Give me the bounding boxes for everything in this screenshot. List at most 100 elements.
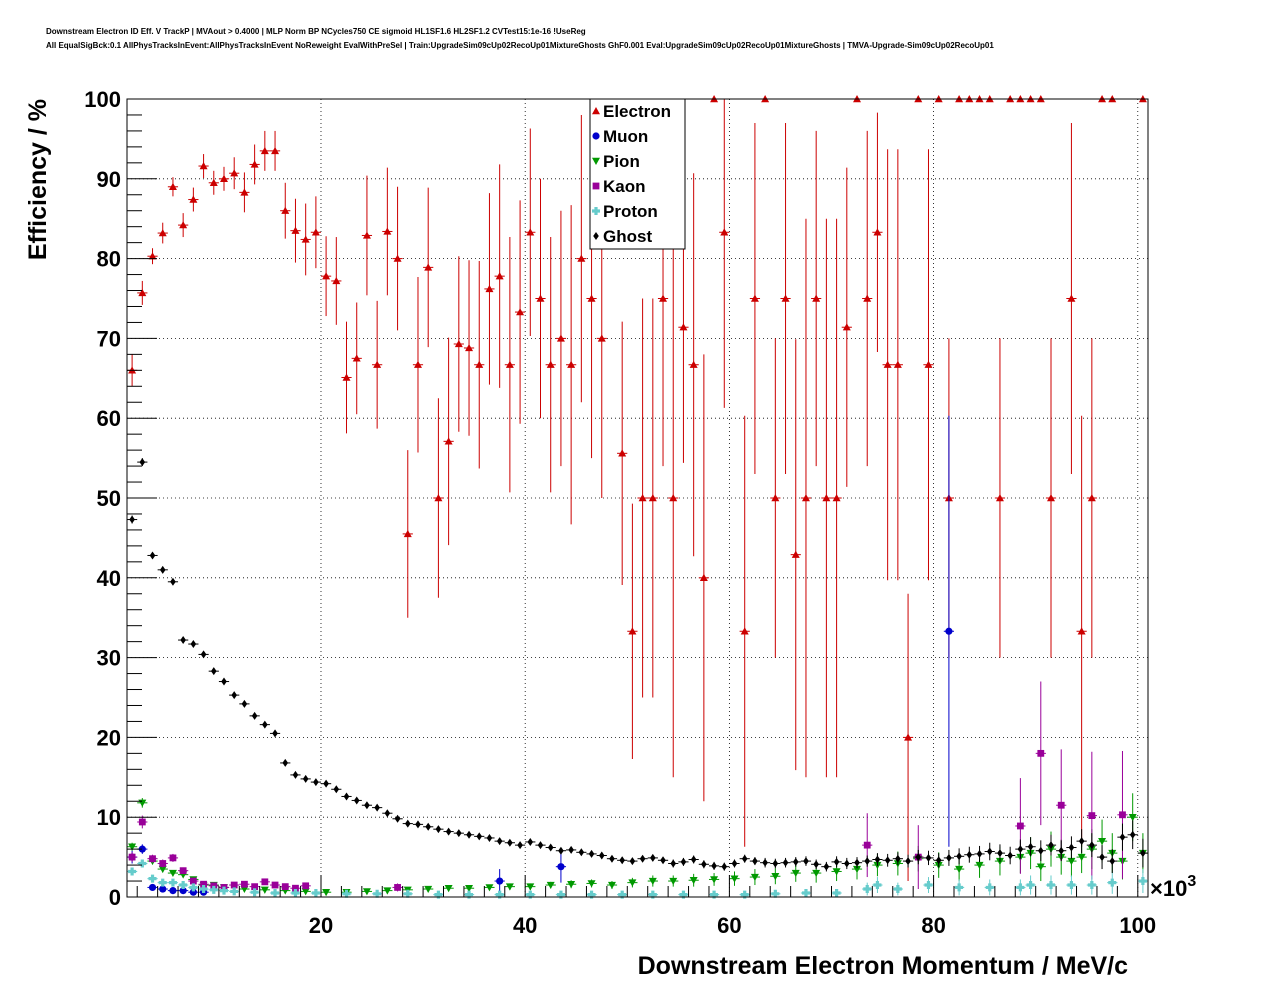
marker	[495, 890, 504, 899]
marker	[904, 733, 913, 741]
point-electron	[831, 218, 842, 778]
legend-label: Muon	[603, 127, 648, 146]
marker	[221, 677, 227, 686]
marker	[475, 360, 484, 368]
point-electron	[862, 130, 873, 467]
marker	[251, 883, 259, 891]
point-electron	[137, 280, 148, 305]
point-pion	[137, 798, 148, 808]
marker	[680, 857, 687, 866]
point-ghost	[484, 833, 495, 842]
point-electron	[841, 167, 852, 487]
marker	[740, 890, 749, 899]
marker	[1128, 814, 1137, 822]
marker	[750, 873, 759, 882]
point-ghost	[974, 845, 985, 862]
marker	[689, 360, 698, 368]
point-ghost	[290, 770, 301, 779]
axis-ticks: 20 40 60 80 100 0 10 20 30 40 50 60 70 80 90 100	[84, 87, 1156, 938]
point-ghost	[1045, 834, 1057, 856]
point-electron	[382, 167, 393, 296]
point-proton	[586, 890, 597, 899]
marker	[434, 890, 443, 899]
point-electron	[1086, 338, 1097, 658]
marker	[792, 857, 799, 866]
marker	[842, 323, 851, 331]
point-ghost	[249, 711, 260, 720]
point-ghost	[423, 822, 434, 831]
point-kaon	[188, 877, 199, 885]
marker	[465, 885, 474, 893]
marker	[384, 809, 391, 818]
marker	[445, 827, 452, 836]
point-proton	[249, 888, 260, 897]
point-ghost	[1056, 840, 1067, 862]
marker	[1027, 842, 1034, 851]
marker	[813, 860, 819, 869]
marker	[1037, 749, 1045, 757]
point-muon	[147, 883, 158, 892]
point-ghost	[474, 832, 485, 841]
marker	[976, 849, 983, 858]
point-electron	[392, 186, 403, 331]
marker	[200, 880, 207, 888]
point-electron	[504, 237, 515, 493]
marker	[1108, 878, 1117, 887]
point-pion	[382, 887, 393, 895]
marker	[884, 856, 891, 865]
marker	[393, 254, 402, 262]
y-tick-label: 40	[97, 566, 121, 591]
marker	[1087, 881, 1096, 890]
marker	[1129, 830, 1136, 839]
point-pion	[423, 885, 434, 894]
marker	[935, 856, 942, 865]
point-electron	[208, 170, 219, 195]
marker	[343, 792, 350, 801]
marker	[383, 887, 392, 895]
point-electron	[341, 321, 352, 434]
marker	[679, 890, 688, 899]
marker	[823, 862, 830, 871]
marker	[803, 857, 809, 866]
point-ghost	[382, 809, 393, 818]
point-muon	[555, 850, 567, 883]
point-electron	[668, 218, 679, 778]
marker	[526, 228, 535, 236]
point-proton	[770, 889, 781, 898]
point-electron	[617, 321, 628, 585]
point-ghost	[331, 785, 342, 794]
marker	[128, 867, 137, 876]
point-electron	[566, 205, 577, 525]
marker	[609, 854, 615, 863]
point-pion	[361, 888, 373, 896]
point-ghost	[627, 857, 638, 866]
point-ghost	[964, 846, 975, 863]
point-electron	[402, 450, 413, 618]
point-electron	[239, 172, 250, 213]
point-ghost	[1005, 846, 1016, 865]
marker	[435, 825, 442, 834]
marker	[618, 890, 627, 899]
point-proton	[800, 889, 812, 898]
marker	[781, 294, 790, 302]
legend-marker	[593, 232, 599, 240]
point-ghost	[453, 829, 464, 838]
point-proton	[137, 859, 148, 868]
marker	[946, 853, 952, 862]
point-ghost	[392, 814, 403, 823]
point-ghost	[229, 691, 240, 700]
marker	[1119, 833, 1126, 842]
legend-marker	[592, 182, 600, 190]
marker	[168, 182, 177, 190]
point-ghost	[259, 720, 270, 729]
point-proton	[984, 879, 995, 896]
marker	[313, 778, 319, 787]
marker	[179, 887, 187, 895]
marker	[434, 494, 443, 502]
marker	[179, 881, 188, 890]
marker	[169, 887, 177, 895]
marker	[323, 779, 329, 788]
marker	[955, 883, 964, 892]
marker	[189, 888, 197, 896]
